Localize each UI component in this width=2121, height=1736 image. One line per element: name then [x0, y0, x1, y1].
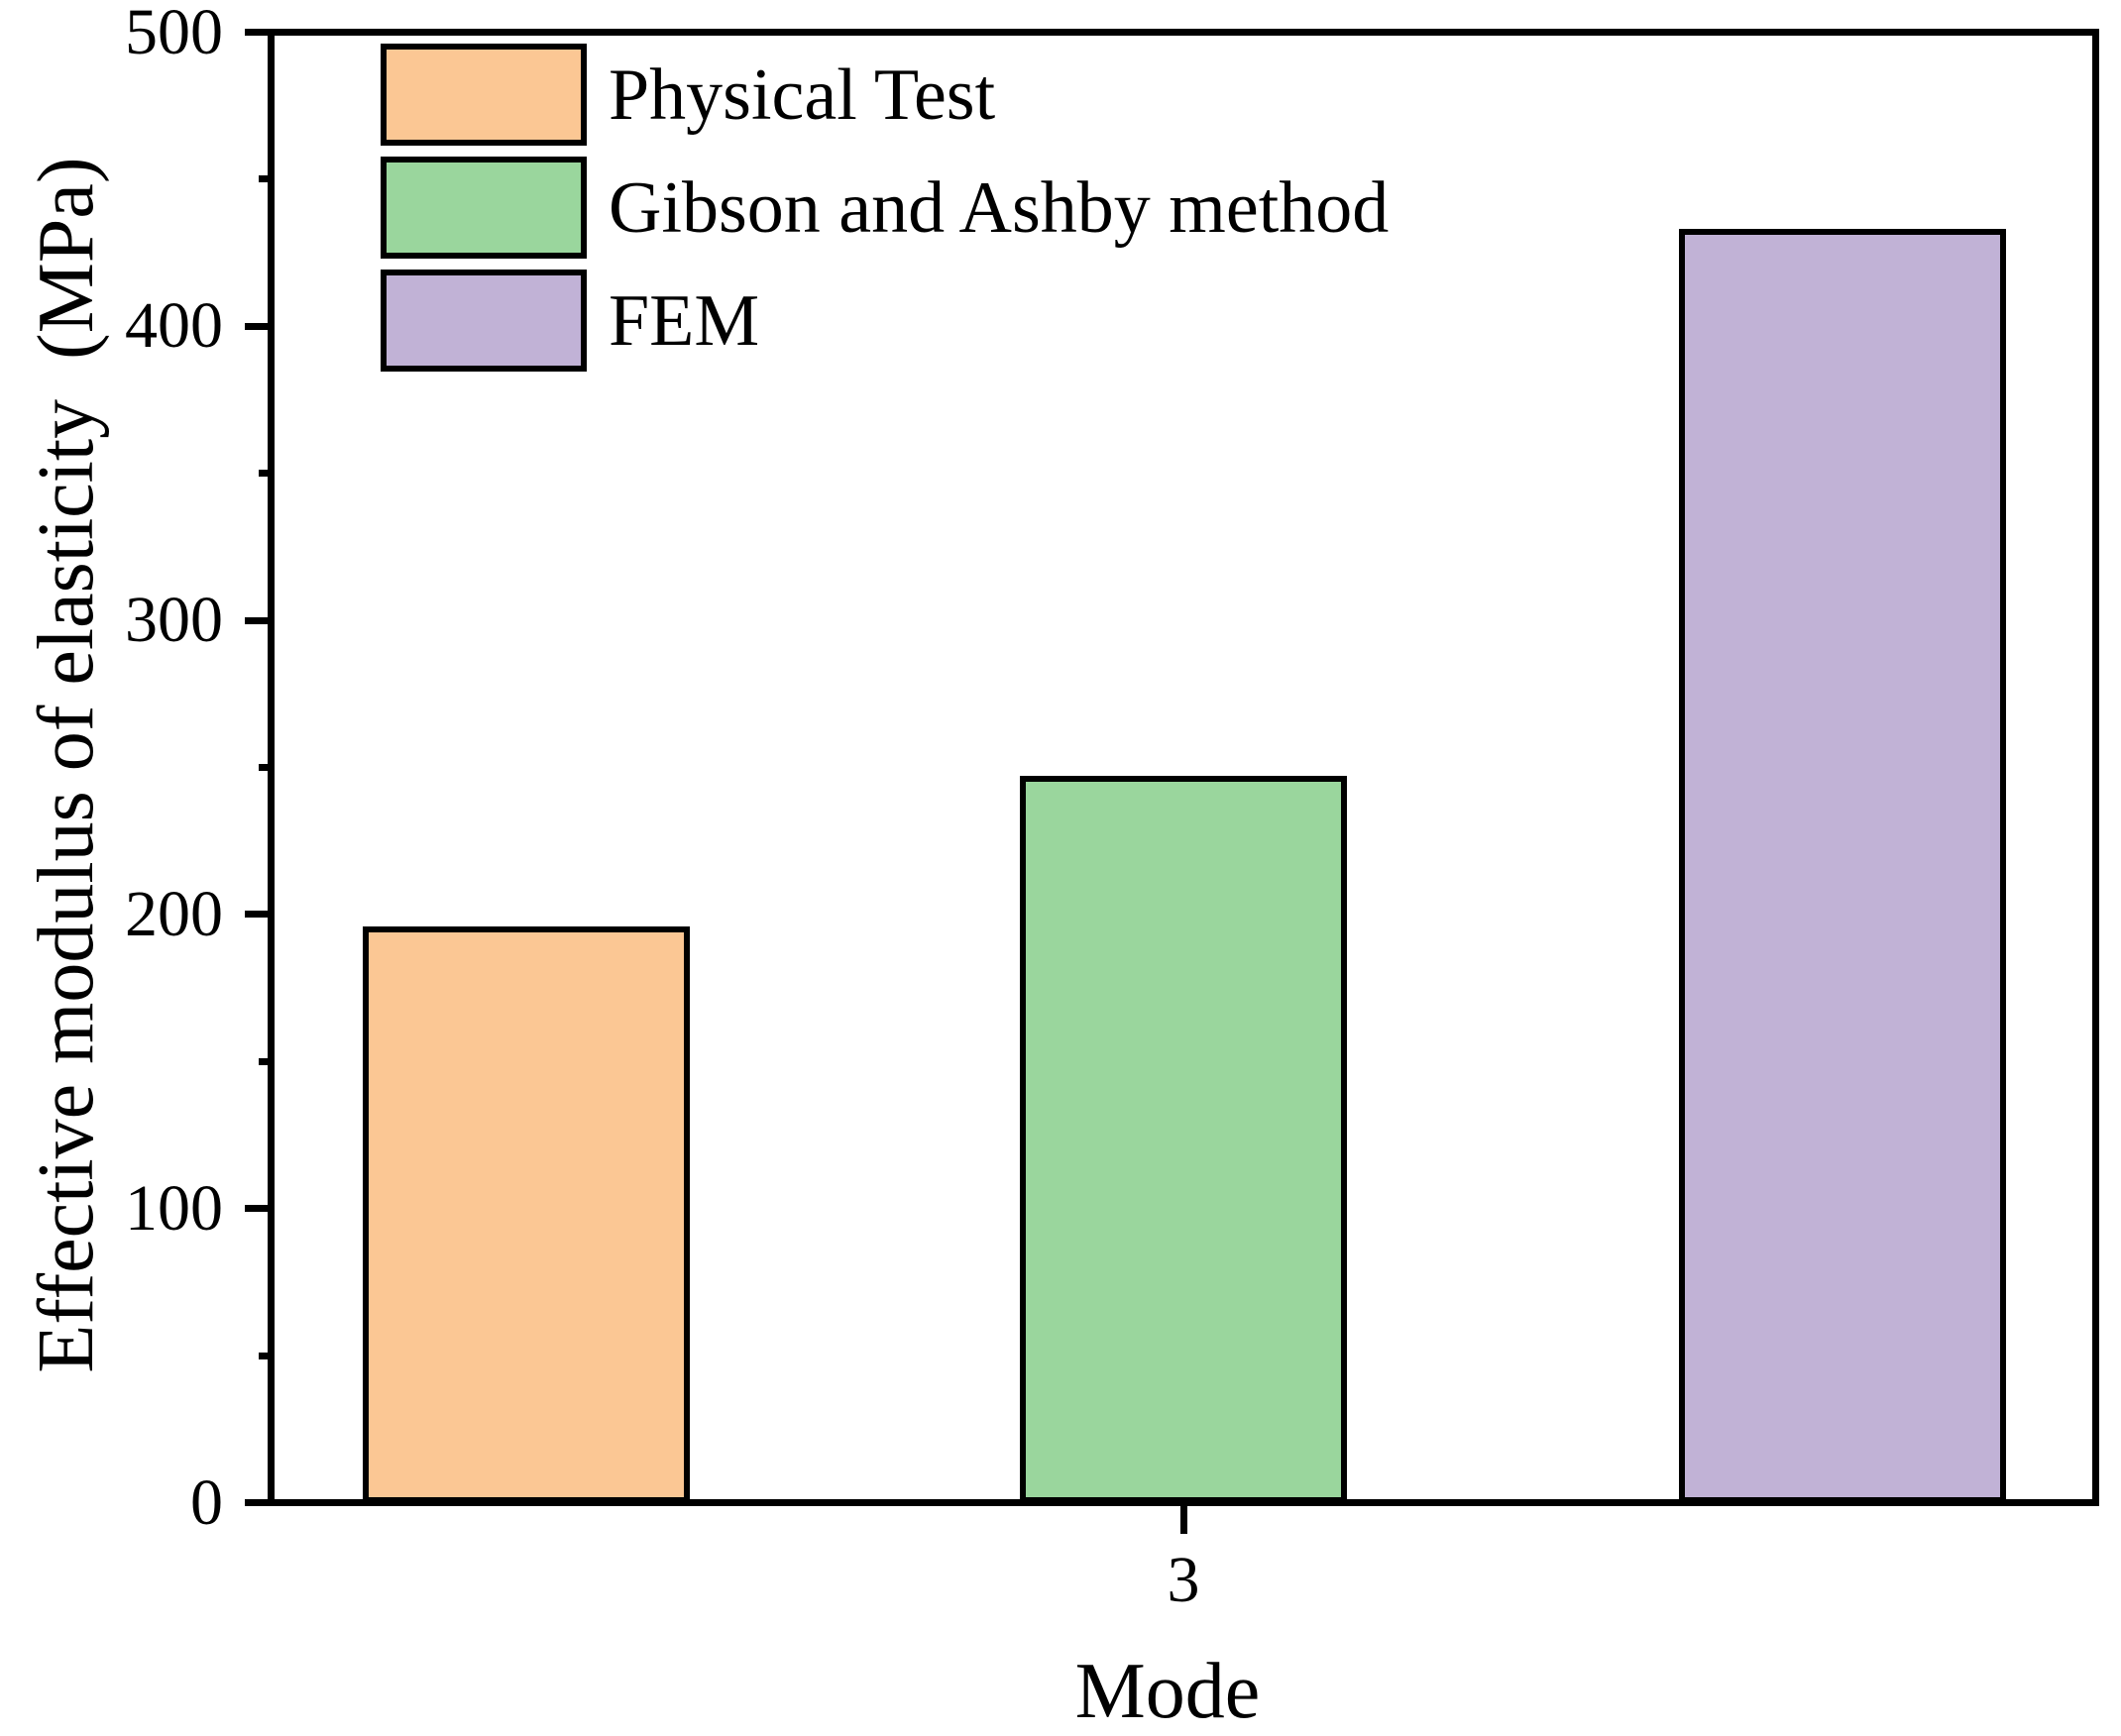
y-major-tick — [245, 616, 275, 624]
legend-swatch-fem — [381, 270, 587, 372]
y-tick-label: 400 — [125, 289, 223, 363]
bar-fem — [1679, 229, 2006, 1503]
y-major-tick — [245, 322, 275, 330]
x-major-tick — [1179, 1506, 1187, 1534]
y-axis-title: Effective modulus of elasticity (MPa) — [23, 157, 110, 1373]
bar-physical-test — [363, 925, 690, 1503]
legend-label-fem: FEM — [609, 279, 760, 362]
y-minor-tick — [259, 1057, 275, 1065]
y-major-tick — [245, 29, 275, 36]
y-minor-tick — [259, 470, 275, 478]
y-tick-label: 200 — [125, 877, 223, 950]
legend-swatch-gibson-and-ashby-method — [381, 157, 587, 259]
legend-swatch-physical-test — [381, 44, 587, 146]
y-tick-label: 300 — [125, 584, 223, 657]
y-tick-label: 0 — [190, 1465, 223, 1539]
legend-label-physical-test: Physical Test — [609, 54, 996, 136]
bar-gibson-and-ashby-method — [1020, 776, 1347, 1503]
y-tick-label: 500 — [125, 0, 223, 68]
x-tick-label: 3 — [1167, 1544, 1200, 1616]
x-axis-title: Mode — [1074, 1648, 1261, 1735]
y-tick-label: 100 — [125, 1171, 223, 1245]
y-major-tick — [245, 1499, 275, 1506]
y-minor-tick — [259, 1352, 275, 1359]
y-minor-tick — [259, 175, 275, 183]
y-major-tick — [245, 911, 275, 919]
y-major-tick — [245, 1205, 275, 1213]
y-minor-tick — [259, 764, 275, 771]
legend-label-gibson-and-ashby-method: Gibson and Ashby method — [609, 166, 1390, 249]
